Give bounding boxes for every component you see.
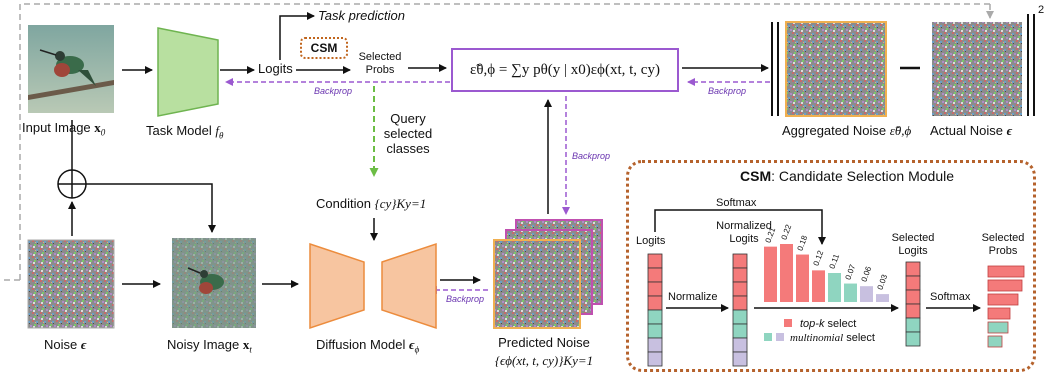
norm-exponent: 2 [1038, 4, 1045, 16]
csm-softmax-label: Softmax [930, 291, 971, 303]
csm-selected-prob-bar [987, 279, 1023, 292]
selected-probs-label: Selected Probs [358, 51, 402, 76]
csm-normalized-logits-label: Normalized Logits [716, 220, 772, 245]
csm-normalized-logits-cell [732, 351, 748, 367]
diffusion-model-label: Diffusion Model ϵϕ [316, 337, 420, 355]
loop-dashed-line [19, 3, 990, 280]
csm-prob-bar [796, 254, 809, 302]
csm-prob-bar [844, 283, 857, 302]
predicted-noise-front [493, 239, 581, 329]
csm-panel [626, 160, 1036, 372]
aggregated-noise-label: Aggregated Noise ε̃θ,ϕ [782, 123, 912, 138]
diffusion-encoder [309, 242, 365, 330]
csm-selected-prob-bar [987, 307, 1011, 320]
input-image [28, 25, 114, 113]
csm-selected-logits-cell [905, 331, 921, 347]
predicted-noise-math: {ϵϕ(xt, t, cy)}Ky=1 [494, 353, 594, 368]
backprop-label-task: Backprop [314, 86, 353, 96]
legend-topk-swatch [784, 319, 792, 327]
csm-selected-probs-label: Selected Probs [981, 232, 1025, 257]
csm-logits-cell [647, 351, 663, 367]
backprop-label-formula: Backprop [708, 86, 747, 96]
csm-prob-bar [860, 286, 873, 302]
noise-label: Noise ϵ [44, 337, 87, 352]
csm-selected-prob-bar [987, 293, 1019, 306]
csm-title: CSM: Candidate Selection Module [740, 168, 955, 184]
csm-softmax-top-arrow [654, 209, 826, 245]
csm-prob-bar [876, 294, 889, 302]
backprop-label-predicted: Backprop [572, 151, 611, 161]
noisy-image [172, 238, 256, 328]
legend-topk: top-k select [784, 318, 856, 331]
task-prediction-label: Task prediction [318, 8, 405, 23]
csm-selected-prob-bar [987, 321, 1009, 334]
query-label: Query selected classes [383, 111, 433, 156]
csm-diagram [647, 209, 1025, 367]
input-image-label: Input Image x0 [22, 120, 106, 138]
diffusion-decoder [381, 242, 437, 330]
csm-prob-bar [812, 270, 825, 302]
condition-label: Condition {cy}Ky=1 [316, 196, 427, 211]
csm-softmax-top-label: Softmax [716, 197, 757, 209]
csm-prob-bar [780, 244, 793, 302]
actual-noise-label: Actual Noise ϵ [930, 123, 1013, 138]
predicted-noise-label: Predicted Noise [498, 335, 590, 350]
noise-image [27, 239, 115, 329]
csm-selected-prob-bar [987, 265, 1025, 278]
csm-prob-bar [828, 273, 841, 302]
backprop-label-diffusion: Backprop [446, 294, 485, 304]
task-model-label: Task Model fθ [146, 123, 224, 141]
task-model-block [157, 27, 219, 117]
csm-badge: CSM [300, 37, 348, 59]
arrow-add-to-noisy [86, 183, 216, 233]
arrow-to-task-prediction [279, 12, 315, 60]
aggregated-noise-image [785, 21, 887, 117]
actual-noise-image [932, 22, 1022, 116]
csm-prob-bar [764, 246, 777, 302]
csm-selected-prob-bar [987, 335, 1003, 348]
legend-multinomial: multinomial select [764, 332, 875, 345]
csm-normalize-label: Normalize [668, 291, 718, 303]
legend-multinomial-swatch-a [764, 333, 772, 341]
aggregation-formula: ε̃θ,ϕ = ∑y pθ(y | x0)εϕ(xt, t, cy) [451, 48, 679, 92]
legend-multinomial-swatch-b [776, 333, 784, 341]
csm-logits-label: Logits [636, 235, 666, 247]
logits-label: Logits [258, 61, 293, 76]
csm-selected-logits-label: Selected Logits [891, 232, 935, 257]
noisy-image-label: Noisy Image xt [167, 337, 252, 355]
formula-text: ε̃θ,ϕ = ∑y pθ(y | x0)εϕ(xt, t, cy) [470, 62, 660, 78]
